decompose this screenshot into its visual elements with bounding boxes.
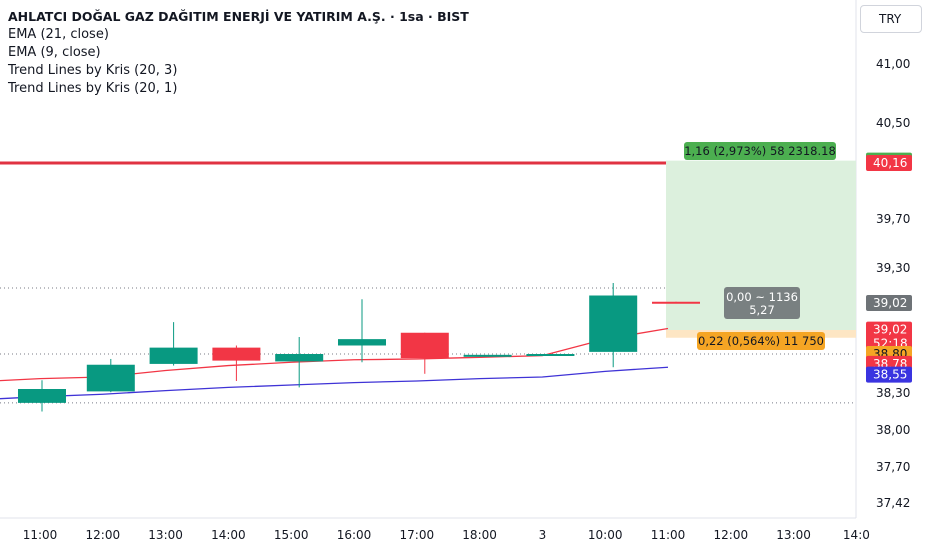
y-tick-label: 41,00 [876,57,910,71]
x-tick-label: 15:00 [274,528,309,542]
x-tick-label: 17:00 [400,528,435,542]
y-tick-label: 39,30 [876,261,910,275]
y-tick-label: 38,00 [876,423,910,437]
price-badge-text: 38,55 [873,368,907,382]
x-tick-label: 14:0 [843,528,870,542]
stop-label-box[interactable] [697,332,825,350]
legend-ema9[interactable]: EMA (9, close) [8,45,101,60]
x-tick-label: 11:00 [651,528,686,542]
candle[interactable] [589,295,638,352]
y-tick-label: 37,42 [876,496,910,510]
price-badge[interactable] [866,295,912,311]
candle[interactable] [212,347,261,361]
candle[interactable] [526,354,575,356]
price-badge[interactable] [866,321,912,352]
price-badge-text: 40,16 [873,156,907,170]
stop-label-text: 0,22 (0,564%) 11 750 [698,334,824,348]
target-label-text: 1,16 (2,973%) 58 2318.18 [684,144,836,158]
y-tick-label: 37,70 [876,460,910,474]
x-tick-label: 16:00 [337,528,372,542]
y-tick-label: 40,50 [876,116,910,130]
x-tick-label: 18:00 [462,528,497,542]
x-tick-label: 13:00 [776,528,811,542]
candle[interactable] [463,354,512,357]
position-info-line2: 5,27 [749,303,775,317]
chart-legend: AHLATCI DOĞAL GAZ DAĞITIM ENERJİ VE YATI… [8,8,469,98]
price-badge[interactable] [866,155,912,171]
price-badge[interactable] [866,366,912,383]
price-badge-text: 39,02 [873,296,907,310]
candle[interactable] [338,339,386,346]
legend-ema21[interactable]: EMA (21, close) [8,27,109,42]
x-tick-label: 12:00 [86,528,121,542]
y-tick-label: 38,30 [876,386,910,400]
candle[interactable] [149,347,198,364]
x-tick-label: 14:00 [211,528,246,542]
candle[interactable] [275,354,324,362]
candle[interactable] [18,389,66,403]
y-tick-label: 39,70 [876,212,910,226]
position-info-box[interactable] [724,287,800,319]
ema21-line [0,366,669,400]
price-badge-text: 39,02 [873,323,907,337]
currency-button[interactable]: TRY [860,5,922,33]
candle[interactable] [86,364,135,392]
legend-trend-20-3[interactable]: Trend Lines by Kris (20, 3) [8,63,178,78]
candle[interactable] [652,301,700,304]
x-tick-label: 11:00 [23,528,58,542]
x-tick-label: 12:00 [714,528,749,542]
candle[interactable] [400,332,449,359]
x-tick-label: 10:00 [588,528,623,542]
target-label-box[interactable] [684,142,836,160]
legend-trend-20-1[interactable]: Trend Lines by Kris (20, 1) [8,81,178,96]
x-tick-label: 3 [539,528,547,542]
x-tick-label: 13:00 [148,528,183,542]
symbol-title[interactable]: AHLATCI DOĞAL GAZ DAĞITIM ENERJİ VE YATI… [8,9,469,24]
position-info-line1: 0,00 ~ 1136 [726,290,798,304]
